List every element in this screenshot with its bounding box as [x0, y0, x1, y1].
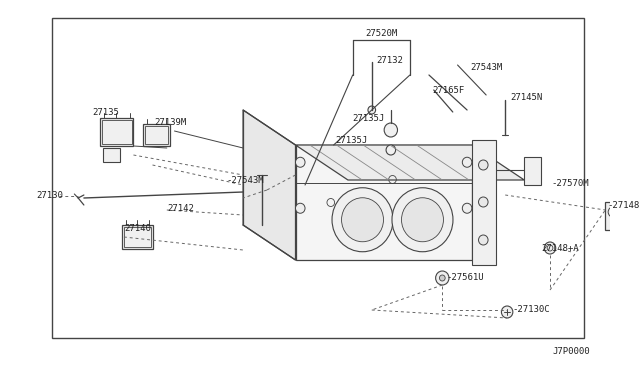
Text: J7P0000: J7P0000 [553, 347, 591, 356]
Circle shape [342, 198, 383, 242]
Bar [605, 202, 621, 230]
Circle shape [401, 198, 444, 242]
Text: -27543M: -27543M [227, 176, 264, 185]
Bar [524, 157, 541, 185]
Circle shape [544, 242, 556, 254]
Circle shape [296, 157, 305, 167]
Polygon shape [243, 110, 296, 260]
Polygon shape [296, 145, 472, 260]
Bar [52, 18, 584, 338]
Text: 27135J: 27135J [335, 135, 368, 144]
Text: 27139M: 27139M [154, 118, 187, 126]
Circle shape [392, 188, 453, 252]
Bar [100, 118, 134, 146]
Text: 27145N: 27145N [510, 93, 542, 102]
Text: 27132: 27132 [376, 55, 403, 64]
Circle shape [436, 271, 449, 285]
Circle shape [479, 160, 488, 170]
Polygon shape [472, 140, 496, 265]
Circle shape [384, 123, 397, 137]
Bar [145, 126, 168, 144]
Text: -27130C: -27130C [513, 305, 550, 314]
Text: 27165F: 27165F [432, 86, 464, 94]
Text: 27135: 27135 [92, 108, 119, 116]
Text: 27543M: 27543M [470, 62, 502, 71]
Circle shape [462, 157, 472, 167]
Text: 27130: 27130 [36, 190, 63, 199]
Bar [124, 227, 150, 247]
Circle shape [501, 306, 513, 318]
Bar [103, 148, 120, 162]
Polygon shape [296, 145, 524, 180]
Circle shape [386, 145, 396, 155]
Text: -27570M: -27570M [551, 179, 589, 187]
Circle shape [368, 106, 376, 114]
Circle shape [462, 203, 472, 213]
Text: 27142: 27142 [167, 203, 194, 212]
Text: -27561U: -27561U [446, 273, 484, 282]
Circle shape [440, 275, 445, 281]
Circle shape [332, 188, 393, 252]
Circle shape [479, 197, 488, 207]
Text: 27135J: 27135J [353, 113, 385, 122]
Bar [143, 124, 170, 146]
Text: -27148: -27148 [607, 201, 639, 209]
Text: 27140: 27140 [124, 224, 151, 232]
Bar [102, 120, 132, 144]
Circle shape [479, 235, 488, 245]
Text: 27148+A: 27148+A [541, 244, 579, 253]
Circle shape [296, 203, 305, 213]
Text: 27520M: 27520M [365, 29, 397, 38]
Bar [122, 225, 152, 249]
